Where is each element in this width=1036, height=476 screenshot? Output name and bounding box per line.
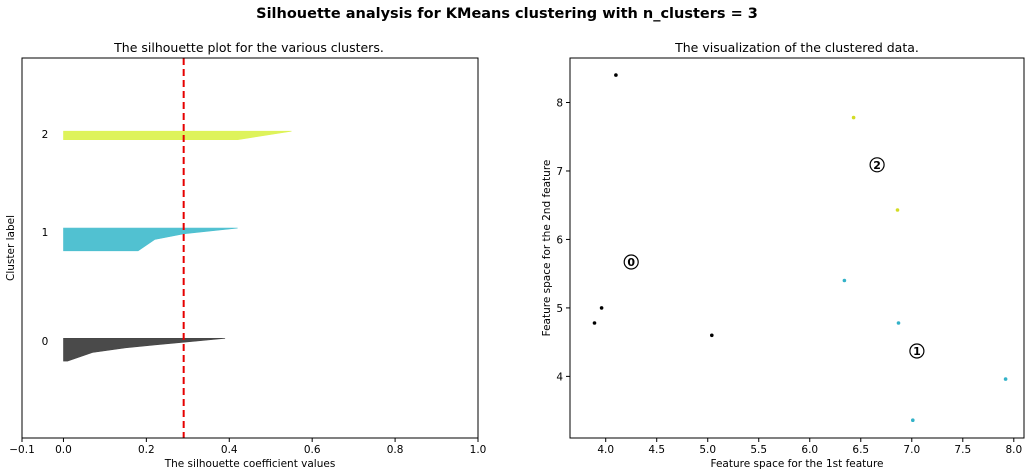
scatter-y-axis: 4 5 6 7 8 xyxy=(556,98,570,383)
cluster-center-0 xyxy=(623,254,639,270)
silhouette-x-tick-label: −0.1 xyxy=(9,444,35,456)
scatter-y-tick-label: 4 xyxy=(556,371,563,383)
cluster-label-2: 2 xyxy=(42,129,49,141)
scatter-x-tick-label: 4.5 xyxy=(648,444,665,456)
scatter-y-tick-label: 7 xyxy=(556,166,563,178)
scatter-x-axis-label: Feature space for the 1st feature xyxy=(710,458,883,470)
data-point xyxy=(842,278,847,283)
silhouette-cluster-0 xyxy=(63,337,226,362)
data-point xyxy=(599,306,604,310)
silhouette-x-axis: −0.1 0.0 0.2 0.4 0.6 0.8 1.0 xyxy=(9,438,486,456)
cluster-center-label-0: 0 xyxy=(627,256,635,269)
silhouette-x-tick-label: 0.0 xyxy=(55,444,72,456)
scatter-x-tick-label: 6.0 xyxy=(801,444,818,456)
silhouette-x-tick-label: 0.4 xyxy=(221,444,238,456)
data-point xyxy=(911,418,915,423)
silhouette-cluster-2 xyxy=(63,130,292,140)
scatter-marks: 0 1 2 xyxy=(592,73,1008,423)
scatter-y-tick-label: 8 xyxy=(556,98,563,110)
figure-suptitle: Silhouette analysis for KMeans clusterin… xyxy=(256,6,758,22)
silhouette-cluster-1 xyxy=(63,227,238,252)
silhouette-x-axis-label: The silhouette coefficient values xyxy=(164,458,336,470)
silhouette-x-tick-label: 0.2 xyxy=(138,444,155,456)
silhouette-x-tick-label: 0.6 xyxy=(304,444,321,456)
cluster-center-2 xyxy=(869,157,885,173)
silhouette-plot-title: The silhouette plot for the various clus… xyxy=(113,40,384,55)
scatter-x-axis: 4.0 4.5 5.0 5.5 6.0 6.5 7.0 7.5 8.0 xyxy=(597,438,1022,456)
silhouette-x-tick-label: 1.0 xyxy=(470,444,487,456)
data-point xyxy=(896,321,901,325)
data-point xyxy=(592,321,597,325)
silhouette-plot-panel: The silhouette plot for the various clus… xyxy=(5,40,486,470)
scatter-plot-title: The visualization of the clustered data. xyxy=(674,40,919,55)
scatter-x-tick-label: 5.0 xyxy=(699,444,716,456)
silhouette-y-axis-label: Cluster label xyxy=(5,215,17,281)
cluster-scatter-panel: The visualization of the clustered data.… xyxy=(541,40,1025,470)
scatter-x-tick-label: 8.0 xyxy=(1005,444,1022,456)
scatter-y-tick-label: 6 xyxy=(556,234,563,246)
cluster-center-1 xyxy=(909,343,925,359)
cluster-label-1: 1 xyxy=(42,227,49,239)
scatter-plot-frame xyxy=(569,57,1025,439)
data-point xyxy=(614,73,618,77)
scatter-y-axis-label: Feature space for the 2nd feature xyxy=(541,160,553,337)
scatter-x-tick-label: 7.0 xyxy=(903,444,920,456)
silhouette-marks: 0 1 2 xyxy=(42,58,292,438)
data-point xyxy=(1003,377,1008,381)
scatter-x-tick-label: 6.5 xyxy=(852,444,869,456)
scatter-x-tick-label: 5.5 xyxy=(750,444,767,456)
data-point xyxy=(710,333,714,338)
data-point xyxy=(895,208,900,212)
cluster-center-label-2: 2 xyxy=(873,159,881,172)
scatter-x-tick-label: 7.5 xyxy=(954,444,971,456)
scatter-y-tick-label: 5 xyxy=(556,303,563,315)
cluster-center-label-1: 1 xyxy=(913,345,921,358)
silhouette-x-tick-label: 0.8 xyxy=(387,444,404,456)
scatter-x-tick-label: 4.0 xyxy=(597,444,614,456)
cluster-label-0: 0 xyxy=(42,336,49,348)
data-point xyxy=(851,115,856,120)
silhouette-plot-frame xyxy=(21,57,479,439)
